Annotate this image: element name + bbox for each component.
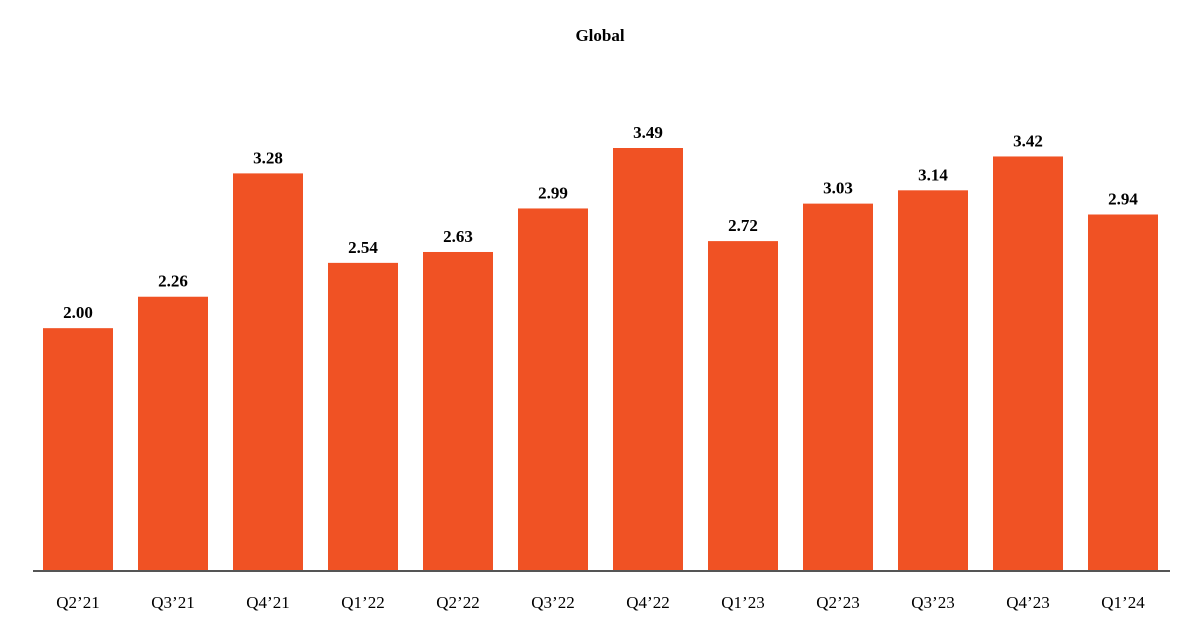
x-tick-label-7: Q4’22: [626, 593, 669, 612]
x-tick-label-11: Q4’23: [1006, 593, 1049, 612]
x-tick-label-8: Q1’23: [721, 593, 764, 612]
bars-group: [43, 148, 1158, 571]
x-tick-label-5: Q2’22: [436, 593, 479, 612]
data-label-4: 2.54: [348, 238, 378, 257]
data-label-11: 3.42: [1013, 131, 1043, 150]
x-tick-label-2: Q3’21: [151, 593, 194, 612]
bar-2: [138, 296, 208, 570]
data-label-9: 3.03: [823, 179, 853, 198]
bar-12: [1088, 214, 1158, 570]
data-label-3: 3.28: [253, 148, 283, 167]
bar-10: [898, 190, 968, 570]
bar-6: [518, 208, 588, 571]
x-tick-label-4: Q1’22: [341, 593, 384, 612]
x-tick-label-6: Q3’22: [531, 593, 574, 612]
data-label-2: 2.26: [158, 272, 188, 291]
x-tick-label-12: Q1’24: [1101, 593, 1145, 612]
data-label-7: 3.49: [633, 123, 663, 142]
x-tick-label-1: Q2’21: [56, 593, 99, 612]
bar-4: [328, 262, 398, 570]
data-label-12: 2.94: [1108, 190, 1138, 209]
x-tick-label-10: Q3’23: [911, 593, 954, 612]
x-tick-label-9: Q2’23: [816, 593, 859, 612]
tick-labels-group: Q2’21 Q3’21 Q4’21 Q1’22 Q2’22 Q3’22 Q4’22 Q1’23…: [56, 593, 1145, 612]
data-label-5: 2.63: [443, 227, 473, 246]
chart-title: Global: [575, 26, 625, 45]
bar-1: [43, 328, 113, 570]
x-tick-label-3: Q4’21: [246, 593, 289, 612]
data-label-6: 2.99: [538, 183, 568, 202]
bar-11: [993, 156, 1063, 571]
bar-3: [233, 173, 303, 570]
data-label-10: 3.14: [918, 165, 948, 184]
value-labels-group: 2.00 2.26 3.28 2.54 2.63 2.99 3.49 2.72 3.03 3.14…: [63, 123, 1138, 322]
bar-8: [708, 241, 778, 570]
bar-9: [803, 203, 873, 571]
data-label-8: 2.72: [728, 216, 758, 235]
data-label-1: 2.00: [63, 303, 93, 322]
bar-7: [613, 148, 683, 570]
bar-5: [423, 251, 493, 571]
